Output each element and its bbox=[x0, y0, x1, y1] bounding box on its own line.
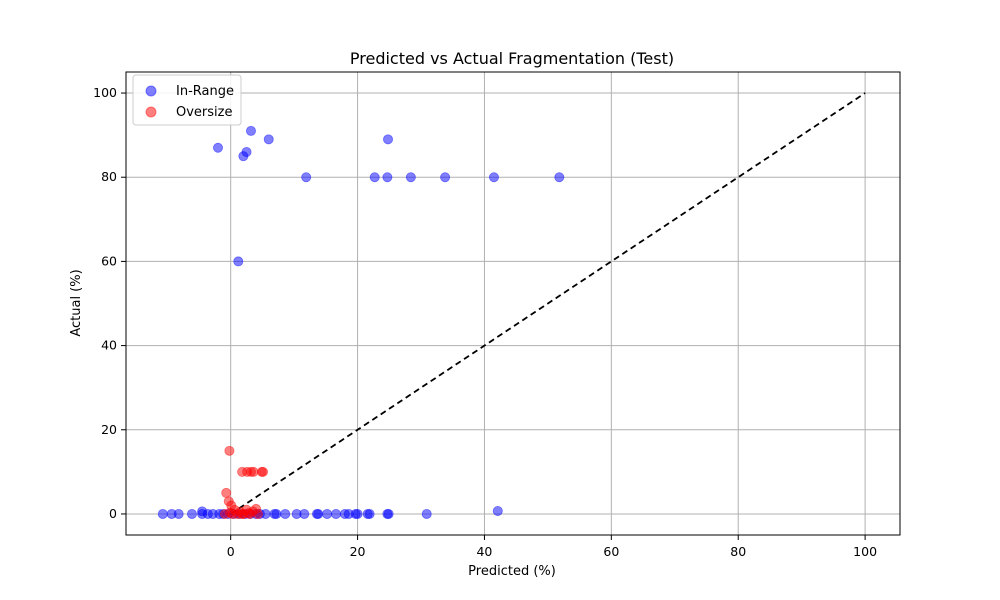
in-range-point bbox=[554, 172, 565, 183]
oversize-point bbox=[227, 508, 238, 519]
axes: 0 20 40 60 80 100 0 20 40 60 80 100 bbox=[93, 71, 901, 559]
in-range-point bbox=[322, 508, 333, 519]
in-range-point bbox=[421, 508, 432, 519]
y-tick-label: 40 bbox=[101, 338, 117, 353]
in-range-point bbox=[330, 508, 341, 519]
oversize-point bbox=[258, 466, 269, 477]
in-range-point bbox=[173, 508, 184, 519]
chart-title: Predicted vs Actual Fragmentation (Test) bbox=[350, 49, 674, 68]
in-range-point bbox=[238, 151, 249, 162]
x-tick-label: 100 bbox=[853, 544, 877, 559]
legend: In-Range Oversize bbox=[132, 74, 242, 126]
y-tick-label: 100 bbox=[93, 85, 117, 100]
x-tick-label: 20 bbox=[350, 544, 366, 559]
y-tick-label: 0 bbox=[109, 506, 117, 521]
in-range-point bbox=[440, 172, 451, 183]
in-range-point bbox=[364, 508, 375, 519]
in-range-point bbox=[157, 508, 168, 519]
legend-box bbox=[132, 74, 242, 126]
in-range-point bbox=[271, 508, 282, 519]
in-range-point bbox=[245, 125, 256, 136]
diagonal-reference-line bbox=[230, 92, 866, 515]
in-range-point bbox=[313, 508, 324, 519]
y-tick-label: 60 bbox=[101, 253, 117, 268]
data-points bbox=[157, 125, 565, 519]
legend-label-oversize: Oversize bbox=[176, 105, 232, 120]
in-range-point bbox=[352, 508, 363, 519]
in-range-point bbox=[382, 172, 393, 183]
y-tick-label: 80 bbox=[101, 169, 117, 184]
oversize-point bbox=[252, 508, 263, 519]
in-range-point bbox=[233, 256, 244, 267]
oversize-point bbox=[243, 508, 254, 519]
x-tick-label: 80 bbox=[730, 544, 746, 559]
in-range-point bbox=[492, 506, 503, 517]
oversize-point bbox=[224, 445, 235, 456]
x-tick-label: 60 bbox=[603, 544, 619, 559]
plot-frame bbox=[125, 71, 901, 536]
legend-marker-oversize bbox=[145, 106, 157, 118]
legend-label-in-range: In-Range bbox=[176, 84, 234, 99]
x-axis-label: Predicted (%) bbox=[468, 564, 556, 579]
legend-marker-in-range bbox=[145, 85, 157, 97]
y-axis-label: Actual (%) bbox=[69, 269, 84, 336]
in-range-point bbox=[369, 172, 380, 183]
in-range-point bbox=[405, 172, 416, 183]
in-range-point bbox=[212, 142, 223, 153]
y-tick-label: 20 bbox=[101, 422, 117, 437]
oversize-point bbox=[248, 466, 259, 477]
in-range-point bbox=[186, 508, 197, 519]
in-range-point bbox=[301, 172, 312, 183]
in-range-point bbox=[383, 134, 394, 145]
in-range-point bbox=[299, 508, 310, 519]
in-range-point bbox=[488, 172, 499, 183]
oversize-point bbox=[221, 487, 232, 498]
in-range-point bbox=[383, 508, 394, 519]
x-tick-label: 40 bbox=[476, 544, 492, 559]
in-range-point bbox=[280, 508, 291, 519]
x-tick-label: 0 bbox=[227, 544, 235, 559]
in-range-point bbox=[263, 134, 274, 145]
grid bbox=[126, 72, 900, 535]
